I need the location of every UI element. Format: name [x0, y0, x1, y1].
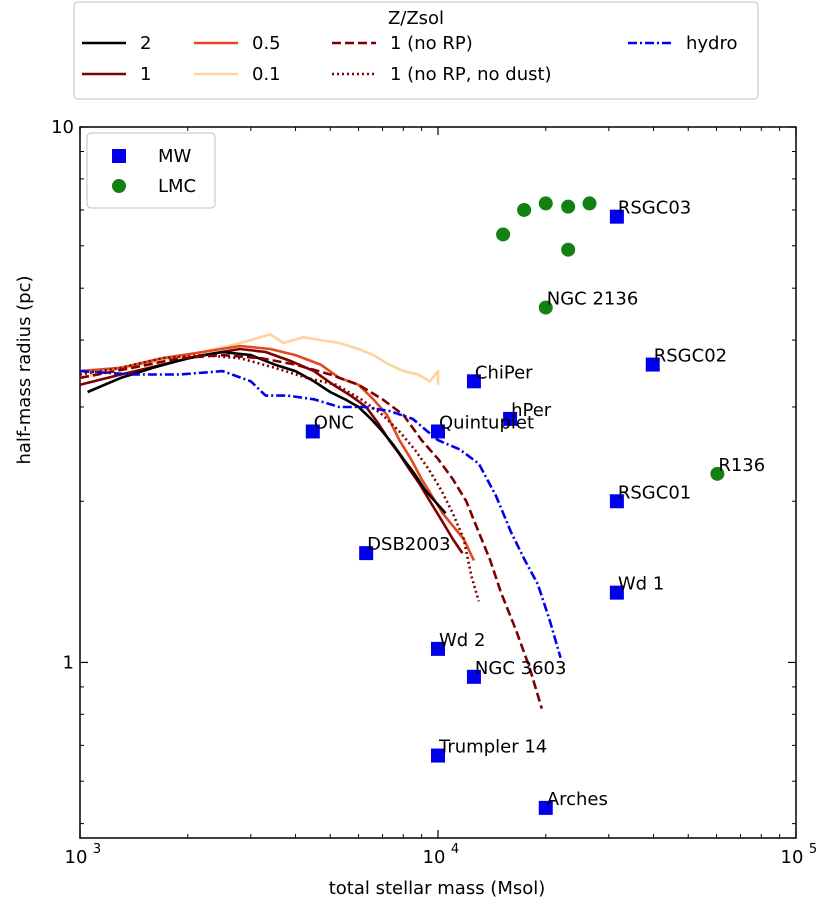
point-label: Wd 1 [618, 574, 664, 595]
data-point-lmc [582, 196, 597, 211]
scatter-series [305, 196, 725, 815]
point-label: Trumpler 14 [438, 737, 547, 758]
legend-label: 0.5 [252, 33, 281, 54]
data-point-mw [466, 669, 481, 684]
legend-label: MW [158, 146, 192, 167]
data-point-lmc [710, 466, 725, 481]
point-label: RSGC02 [654, 346, 727, 367]
y-tick-label: 1 [63, 652, 74, 673]
legend-top-title: Z/Zsol [388, 8, 444, 29]
legend-inner-entries: MW LMC [112, 146, 196, 197]
legend-label: hydro [686, 33, 738, 54]
series-line-hydro [79, 369, 562, 659]
point-label: Arches [547, 789, 608, 810]
x-tick-label: 10 [65, 847, 88, 868]
data-point-mw [431, 641, 445, 656]
major-ticks: 10 3 10 4 10 5 1 10 [51, 117, 817, 868]
y-axis-label: half-mass radius (pc) [14, 275, 35, 464]
legend-label: 0.1 [252, 64, 281, 85]
data-point-mw [305, 424, 320, 439]
point-label: RSGC03 [618, 198, 691, 219]
legend-top-entries: 2 1 0.5 0.1 1 (no RP) 1 (no RP, no dust) hydro [82, 33, 738, 85]
data-point-lmc [496, 227, 511, 242]
data-point-mw [431, 748, 445, 763]
point-label: ONC [314, 412, 354, 433]
data-point-lmc [561, 242, 576, 257]
data-point-mw [466, 374, 481, 389]
y-tick-label: 10 [51, 117, 74, 138]
legend-top: Z/Zsol 2 1 0.5 0.1 1 (no RP) 1 (no RP, no dus… [73, 1, 759, 100]
legend-inner: MW LMC [86, 132, 216, 209]
data-point-mw [431, 424, 445, 439]
point-label: NGC 2136 [547, 289, 639, 310]
line-series [79, 332, 562, 709]
point-label: NGC 3603 [475, 658, 567, 679]
data-point-mw [609, 585, 624, 600]
data-point-lmc [517, 202, 532, 217]
point-label: Wd 2 [439, 630, 485, 651]
data-point-lmc [538, 196, 553, 211]
data-point-mw [538, 800, 553, 815]
data-point-lmc [538, 300, 553, 315]
legend-label: 1 (no RP, no dust) [390, 64, 552, 85]
x-tick-label-exponent: 4 [451, 842, 459, 857]
legend-label: 2 [140, 33, 151, 54]
x-tick-label: 10 [423, 847, 446, 868]
legend-marker-mw [112, 149, 126, 163]
series-line-0-5 [79, 344, 476, 562]
point-label: RSGC01 [618, 482, 691, 503]
series-line-2 [87, 350, 447, 515]
point-label: R136 [718, 455, 765, 476]
data-point-mw [645, 357, 660, 372]
data-point-mw [359, 546, 374, 561]
point-label: ChiPer [475, 362, 533, 383]
point-label: DSB2003 [367, 534, 450, 555]
legend-marker-lmc [112, 179, 126, 193]
legend-label: LMC [158, 176, 196, 197]
x-tick-label: 10 [781, 847, 804, 868]
point-labels: RSGC03 RSGC02 ChiPer hPer ONC Quintuplet RSGC0… [314, 198, 765, 810]
data-point-lmc [561, 199, 576, 214]
point-label: Quintuplet [439, 412, 534, 433]
legend-label: 1 [140, 64, 151, 85]
x-tick-label-exponent: 3 [93, 842, 101, 857]
point-label: hPer [511, 400, 552, 421]
x-axis-label: total stellar mass (Msol) [329, 878, 546, 899]
x-tick-label-exponent: 5 [809, 842, 817, 857]
data-point-mw [503, 411, 518, 426]
data-point-mw [609, 209, 624, 224]
minor-ticks [80, 127, 796, 838]
plot-area: 10 3 10 4 10 5 1 10 RSGC03 RSGC02 ChiPer hPer ONC Qu… [51, 117, 817, 868]
data-point-mw [609, 494, 624, 509]
legend-top-frame [73, 1, 759, 100]
series-line-1-no-rp- [79, 353, 544, 709]
legend-label: 1 (no RP) [390, 33, 473, 54]
